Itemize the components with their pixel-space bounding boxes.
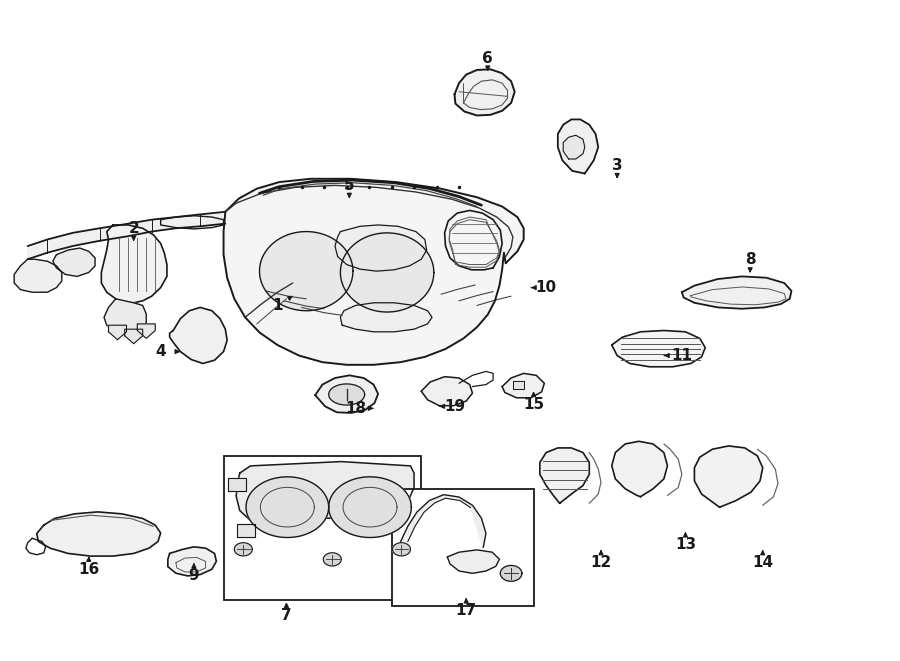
Polygon shape xyxy=(340,233,434,312)
Text: 3: 3 xyxy=(612,158,623,173)
Polygon shape xyxy=(160,215,223,229)
Text: 18: 18 xyxy=(345,401,366,416)
Polygon shape xyxy=(169,307,227,364)
Text: 2: 2 xyxy=(129,221,140,236)
Polygon shape xyxy=(259,231,353,311)
Polygon shape xyxy=(558,120,598,174)
Polygon shape xyxy=(246,477,328,537)
Polygon shape xyxy=(502,373,544,398)
Text: 19: 19 xyxy=(444,399,465,414)
Polygon shape xyxy=(400,494,486,547)
Polygon shape xyxy=(37,512,160,556)
Polygon shape xyxy=(167,547,216,576)
Text: 10: 10 xyxy=(536,280,557,295)
Text: 7: 7 xyxy=(281,608,292,623)
Polygon shape xyxy=(421,377,473,406)
Polygon shape xyxy=(102,225,166,303)
Polygon shape xyxy=(328,384,364,405)
Polygon shape xyxy=(53,248,95,276)
Polygon shape xyxy=(328,477,411,537)
Bar xyxy=(223,456,421,600)
Polygon shape xyxy=(323,553,341,566)
Text: 6: 6 xyxy=(482,51,493,65)
Polygon shape xyxy=(335,225,427,271)
Polygon shape xyxy=(454,69,515,116)
Polygon shape xyxy=(223,178,524,365)
Text: 16: 16 xyxy=(78,562,99,577)
Polygon shape xyxy=(234,543,252,556)
Text: 5: 5 xyxy=(344,178,355,193)
Polygon shape xyxy=(125,329,143,344)
Polygon shape xyxy=(563,136,585,159)
Polygon shape xyxy=(28,212,225,259)
Polygon shape xyxy=(612,442,668,496)
Polygon shape xyxy=(104,299,147,332)
Bar xyxy=(392,488,534,606)
Polygon shape xyxy=(236,461,414,520)
Text: 17: 17 xyxy=(455,603,477,618)
Polygon shape xyxy=(513,381,524,389)
Polygon shape xyxy=(540,448,590,503)
Text: 8: 8 xyxy=(745,253,755,268)
Polygon shape xyxy=(682,276,791,309)
Polygon shape xyxy=(447,550,500,573)
Polygon shape xyxy=(14,259,62,292)
Polygon shape xyxy=(445,210,502,270)
Text: 15: 15 xyxy=(523,397,544,412)
Text: 11: 11 xyxy=(671,348,692,363)
Text: 4: 4 xyxy=(156,344,166,359)
Polygon shape xyxy=(392,543,410,556)
Polygon shape xyxy=(500,565,522,581)
Text: 13: 13 xyxy=(675,537,696,553)
Polygon shape xyxy=(138,324,156,338)
Text: 1: 1 xyxy=(272,298,283,313)
Polygon shape xyxy=(695,446,762,507)
Polygon shape xyxy=(237,524,255,537)
Text: 9: 9 xyxy=(189,568,199,584)
Polygon shape xyxy=(228,478,246,491)
Text: 12: 12 xyxy=(590,555,612,570)
Polygon shape xyxy=(315,375,378,413)
Polygon shape xyxy=(612,330,706,367)
Polygon shape xyxy=(109,325,127,340)
Polygon shape xyxy=(340,303,432,332)
Text: 14: 14 xyxy=(752,555,773,570)
